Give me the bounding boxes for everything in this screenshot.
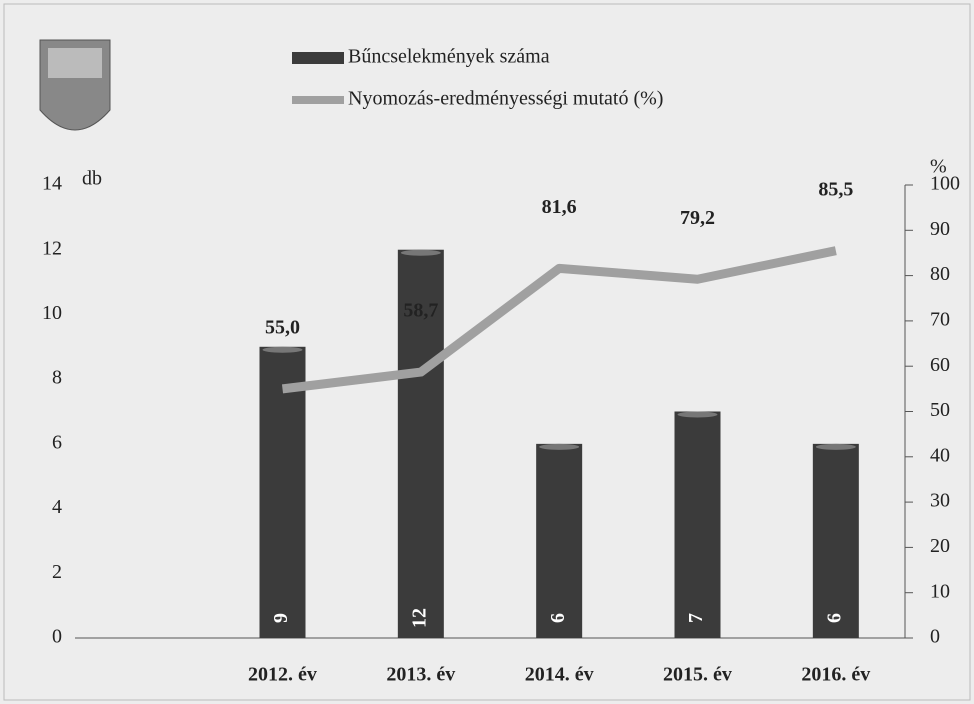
y-tick-label: 12: [42, 237, 62, 259]
legend-label: Nyomozás-eredményességi mutató (%): [348, 88, 663, 110]
legend-label: Bűncselekmények száma: [348, 46, 550, 68]
y-axis-label: db: [82, 168, 102, 190]
line-value-label: 55,0: [265, 316, 300, 338]
line: [281, 246, 837, 394]
y2-tick-label: 20: [930, 535, 950, 557]
y2-tick-label: 90: [930, 218, 950, 240]
x-tick-label: 2016. év: [801, 664, 870, 686]
y-tick-label: 14: [42, 173, 62, 195]
frame: [3, 3, 971, 701]
line-value-label: 85,5: [818, 178, 853, 200]
bar-value-label: 6: [823, 613, 845, 623]
line-value-label: 58,7: [403, 300, 438, 322]
y-tick-label: 10: [42, 302, 62, 324]
y-tick-label: 6: [52, 431, 62, 453]
bar: [812, 443, 859, 638]
x-tick-label: 2014. év: [525, 664, 594, 686]
bar-value-label: 6: [547, 613, 569, 623]
y2-tick-label: 70: [930, 308, 950, 330]
bar-cap: [677, 411, 718, 418]
x-tick-label: 2012. év: [248, 664, 317, 686]
y2-tick-label: 30: [930, 490, 950, 512]
bar: [674, 411, 721, 638]
x-tick-label: 2015. év: [663, 664, 732, 686]
bar: [536, 443, 583, 638]
bar-value-label: 12: [408, 608, 430, 628]
y-tick-label: 2: [52, 561, 62, 583]
bar-value-label: 9: [270, 613, 292, 623]
bar-cap: [815, 443, 856, 450]
y-tick-label: 4: [52, 496, 62, 518]
bar-value-label: 7: [685, 613, 707, 623]
bar: [259, 346, 306, 638]
bar-cap: [539, 443, 580, 450]
bar-cap: [400, 249, 441, 256]
y2-axis-label: %: [930, 156, 947, 178]
line-value-label: 79,2: [680, 207, 715, 229]
bar-cap: [262, 346, 303, 353]
legend-swatch: [292, 52, 344, 64]
bar: [397, 249, 444, 638]
y2-tick-label: 10: [930, 580, 950, 602]
y-tick-label: 0: [52, 626, 62, 648]
badge: [39, 39, 111, 131]
y2-tick-label: 0: [930, 626, 940, 648]
y2-tick-label: 40: [930, 444, 950, 466]
x-tick-label: 2013. év: [386, 664, 455, 686]
y2-tick-label: 50: [930, 399, 950, 421]
line-value-label: 81,6: [542, 196, 577, 218]
y2-tick-label: 100: [930, 173, 960, 195]
y-tick-label: 8: [52, 367, 62, 389]
y2-tick-label: 60: [930, 354, 950, 376]
y2-tick-label: 80: [930, 263, 950, 285]
